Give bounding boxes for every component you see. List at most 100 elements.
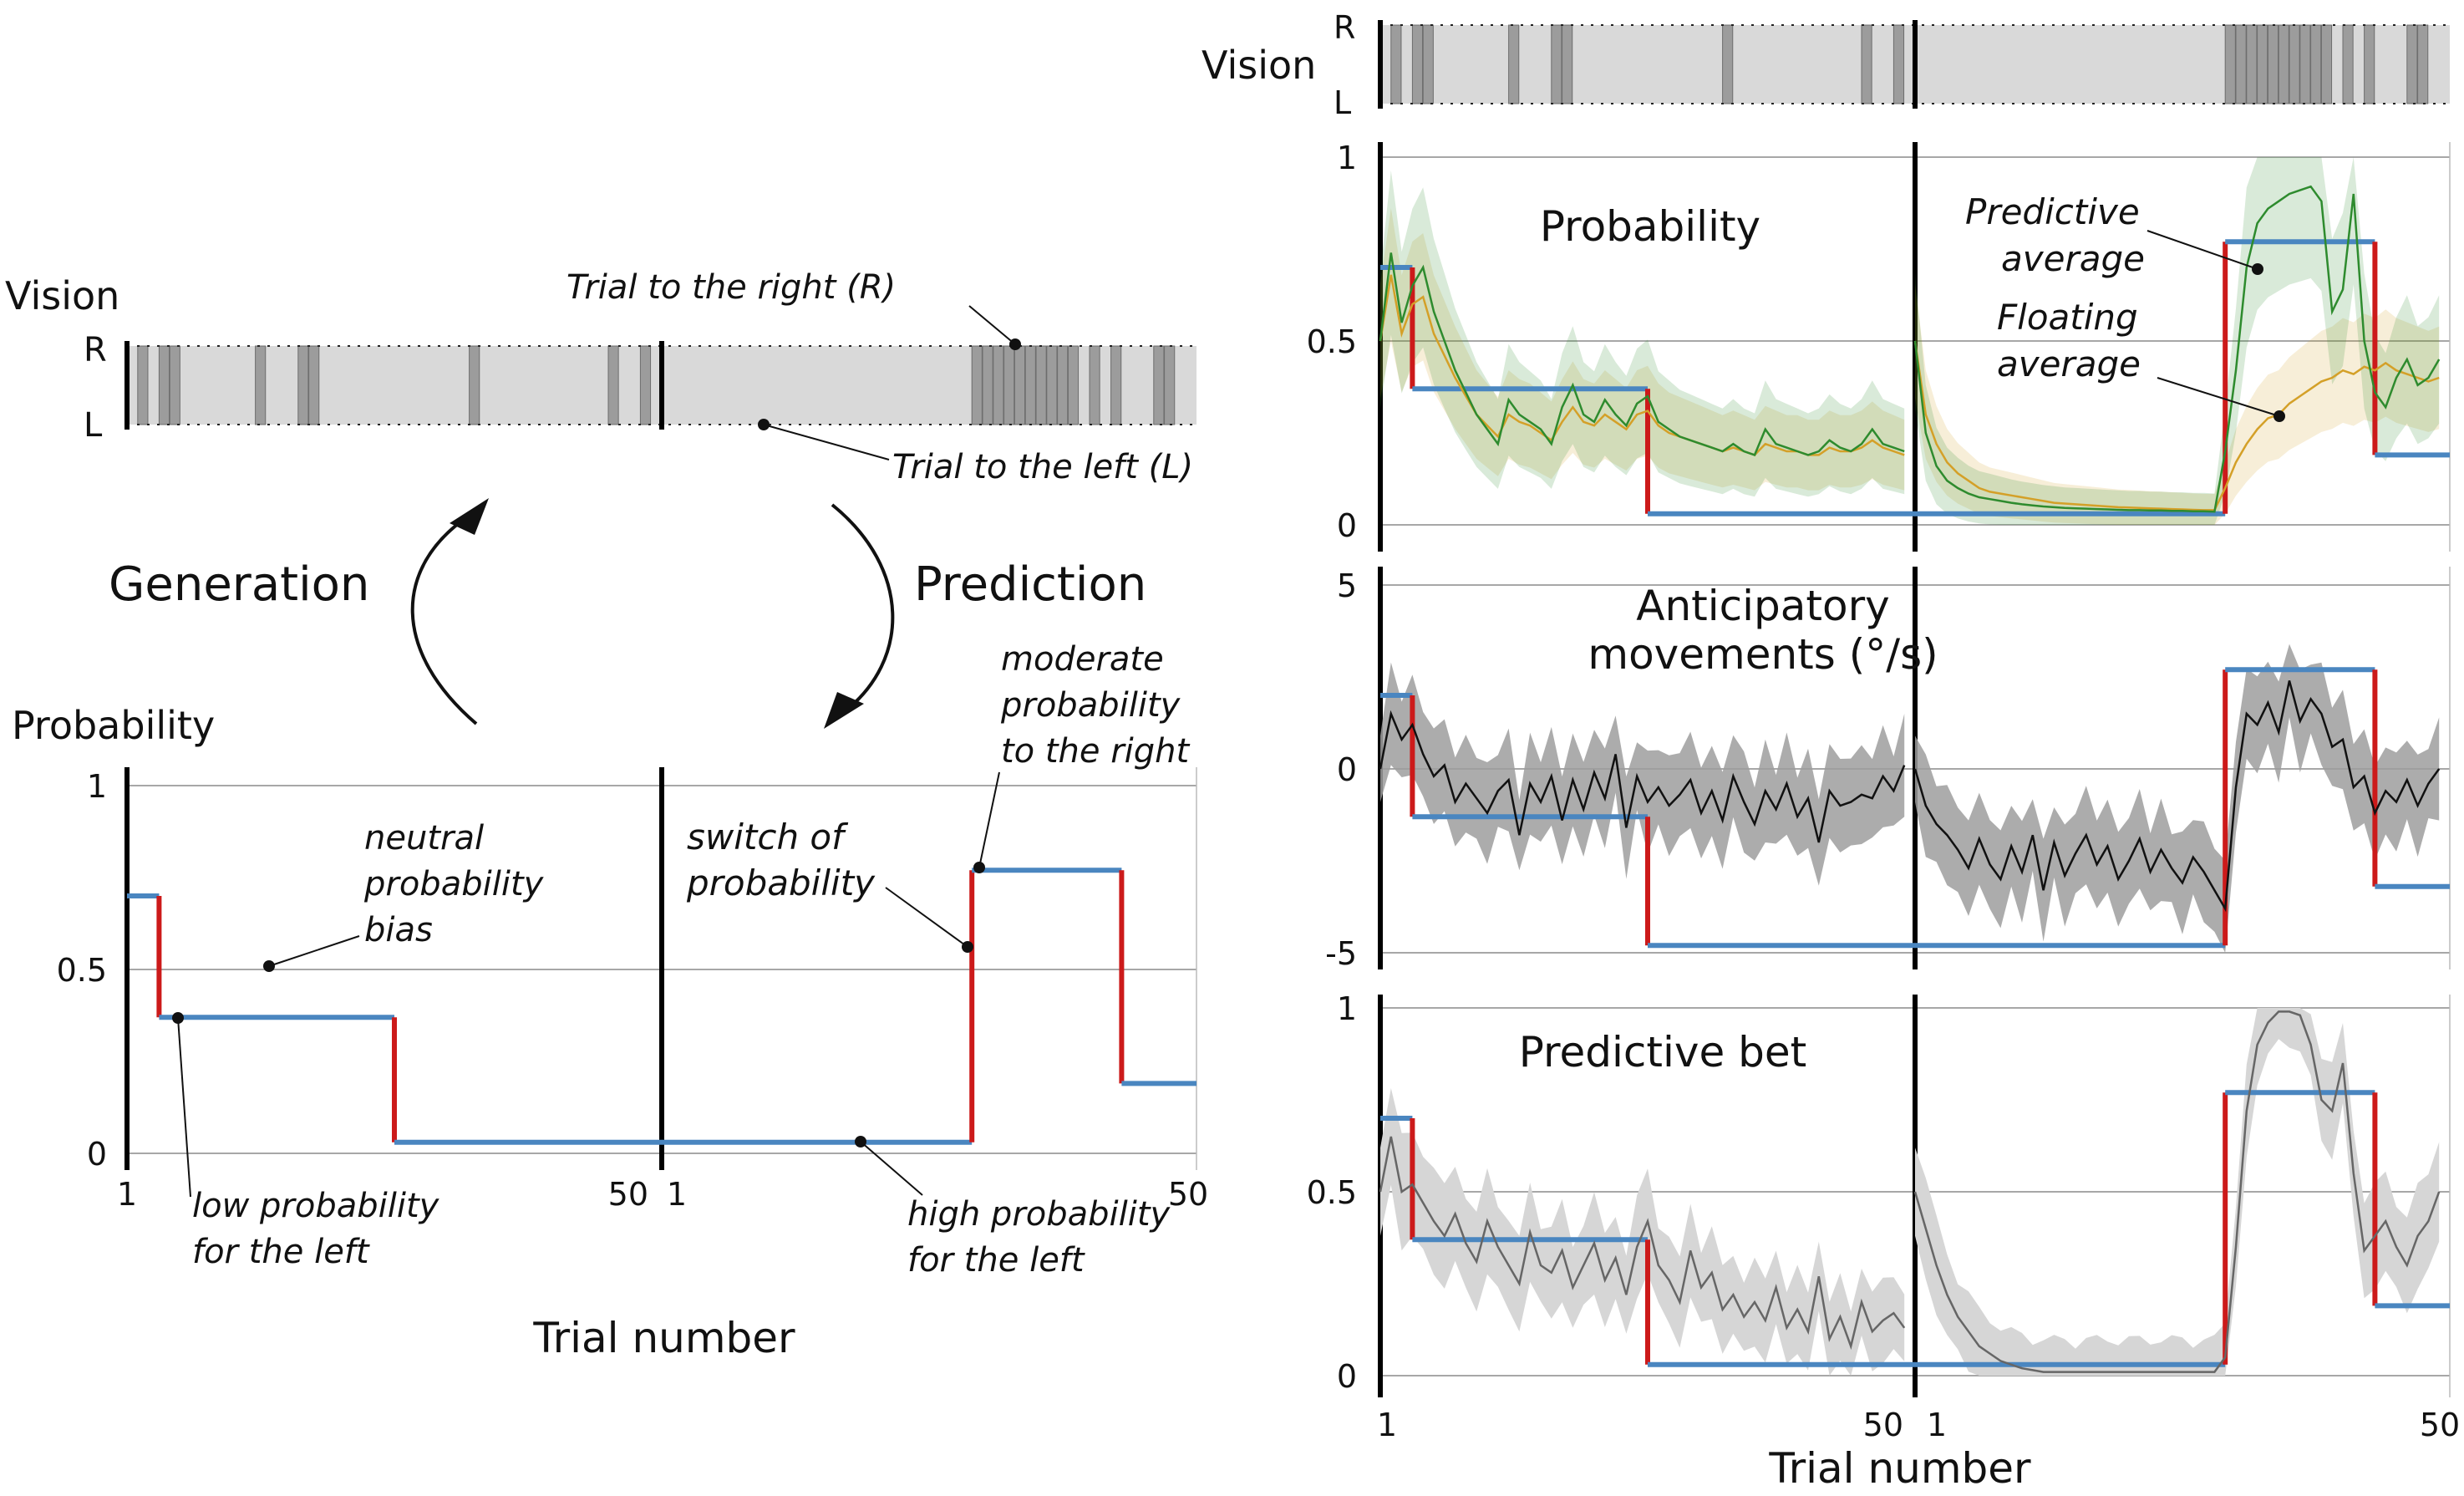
right-trial-mark — [1390, 24, 1402, 104]
left-ytick: 1 — [87, 768, 107, 805]
prediction-arrow — [831, 503, 895, 714]
right-trial-mark — [2278, 24, 2289, 104]
anticipatory-band — [1915, 644, 2440, 953]
right-trial-mark — [1861, 24, 1872, 104]
anticipatory-line — [1379, 710, 1906, 843]
right-xtick: 50 — [1863, 1407, 1903, 1443]
right-trial-mark — [255, 345, 267, 425]
right-trial-mark — [1003, 345, 1015, 425]
right-xtick: 1 — [1377, 1407, 1397, 1443]
ann-neutral: neutral — [364, 819, 484, 857]
left-xlabel: Trial number — [532, 1314, 795, 1362]
right-trial-mark — [158, 345, 170, 425]
right-trial-mark — [2342, 24, 2354, 104]
predictive-average-line — [1913, 185, 2441, 513]
right-trial-mark — [1057, 345, 1069, 425]
prob-ytick: 0 — [1337, 507, 1357, 544]
labels: Vision R L Trial to the right (R) Trial to t… — [5, 9, 2460, 1493]
left-xtick: 1 — [667, 1176, 687, 1213]
ann-moderate-dot — [973, 862, 985, 873]
generation-arrowhead — [450, 498, 489, 535]
ann-left: Trial to the left (L) — [892, 448, 1193, 486]
generation-arrow — [410, 515, 478, 725]
right-trial-mark — [2364, 24, 2375, 104]
ann-neutral: probability — [363, 865, 545, 903]
right-trial-mark — [1508, 24, 1520, 104]
bet-line — [1379, 1136, 1906, 1351]
right-trial-mark — [2257, 24, 2268, 104]
right-trial-mark — [169, 345, 180, 425]
ann-switch-dot — [962, 941, 973, 953]
right-panels — [1378, 20, 2451, 1397]
ann-low: for the left — [192, 1233, 370, 1271]
prob-ytick: 1 — [1337, 140, 1357, 176]
anticipatory-line — [1913, 680, 2441, 913]
predictive-band — [1915, 157, 2440, 525]
floating-band — [1915, 283, 2440, 525]
left-xtick: 1 — [117, 1176, 137, 1213]
bet-ytick: 1 — [1337, 990, 1357, 1027]
ann-moderate: to the right — [1001, 732, 1191, 771]
right-trial-mark — [982, 345, 993, 425]
ann-float-avg-dot — [2273, 410, 2285, 422]
right-trial-mark — [137, 345, 149, 425]
right-xtick: 50 — [2420, 1407, 2460, 1443]
ann-switch: switch of — [687, 817, 849, 857]
floating-average-line — [1913, 340, 2440, 511]
right-trial-mark — [971, 345, 983, 425]
antic-ytick: 5 — [1337, 567, 1357, 604]
ann-low: low probability — [192, 1187, 440, 1225]
left-ytick: 0.5 — [57, 952, 107, 989]
right-trial-mark — [1110, 345, 1122, 425]
right-trial-mark — [297, 345, 309, 425]
ann-low-pointer — [177, 1017, 191, 1198]
left-schematic — [124, 305, 1197, 1198]
right-trial-mark — [2310, 24, 2322, 104]
right-trial-mark — [639, 345, 652, 425]
right-trial-mark — [1014, 345, 1026, 425]
predictive-average-line — [1379, 252, 1905, 456]
right-trial-mark — [2417, 24, 2429, 104]
ann-right-pointer — [968, 305, 1016, 345]
right-trial-mark — [1422, 24, 1434, 104]
bet-title: Predictive bet — [1519, 1028, 1806, 1076]
right-trial-mark — [1067, 345, 1080, 425]
right-trial-mark — [2246, 24, 2258, 104]
r-label: R — [84, 331, 107, 369]
right-trial-mark — [2235, 24, 2247, 104]
right-trial-mark — [2406, 24, 2418, 104]
prediction-label: Prediction — [914, 557, 1146, 612]
right-trial-mark — [1153, 345, 1165, 425]
antic-title: movements (°/s) — [1588, 630, 1938, 679]
right-trial-mark — [469, 345, 480, 425]
ann-right: Trial to the right (R) — [566, 268, 896, 307]
right-trial-mark — [1722, 24, 1734, 104]
left-ytick: 0 — [87, 1136, 107, 1173]
ann-high-pointer — [860, 1141, 923, 1196]
ann-moderate: moderate — [1001, 640, 1164, 679]
ann-left-pointer — [763, 424, 890, 461]
right-trial-mark — [607, 345, 619, 425]
bet-line — [1913, 1010, 2441, 1373]
bet-ytick: 0.5 — [1307, 1174, 1357, 1211]
ann-pred-avg-pointer — [2146, 230, 2258, 270]
right-trial-mark — [2289, 24, 2300, 104]
ann-low-dot — [172, 1012, 184, 1024]
ann-moderate-pointer — [978, 771, 1000, 868]
left-ylabel: Probability — [12, 703, 215, 748]
antic-title: Anticipatory — [1636, 582, 1890, 630]
right-trial-mark — [1164, 345, 1176, 425]
generation-label: Generation — [109, 557, 369, 612]
left-xtick: 50 — [1168, 1176, 1208, 1213]
vision-label: Vision — [5, 273, 119, 318]
floating-band — [1380, 208, 1905, 491]
ann-neutral: bias — [364, 911, 433, 949]
right-trial-mark — [1024, 345, 1036, 425]
l-label-right: L — [1334, 84, 1351, 121]
right-trial-mark — [2320, 24, 2333, 104]
right-trial-mark — [1411, 24, 1424, 104]
ann-float-avg: average — [1997, 343, 2141, 384]
right-trial-mark — [2299, 24, 2311, 104]
vision-label-right: Vision — [1202, 43, 1316, 88]
